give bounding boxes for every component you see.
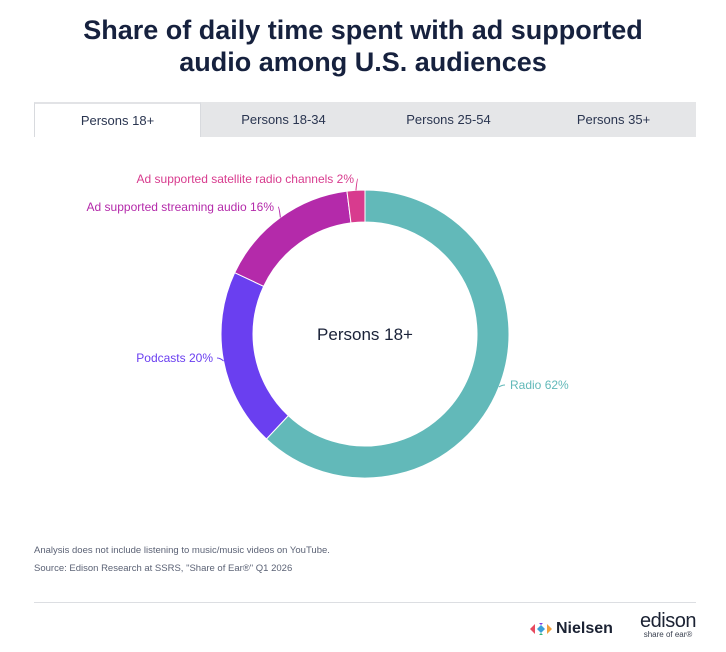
leader-line-streaming-audio <box>277 206 281 218</box>
leader-line-podcasts <box>216 357 224 362</box>
audience-tabs: Persons 18+ Persons 18-34 Persons 25-54 … <box>34 102 696 137</box>
chart-title-line-1: Share of daily time spent with ad suppor… <box>83 15 643 45</box>
edison-logo: edison share of ear® <box>637 610 699 639</box>
slice-label-satellite-radio: Ad supported satellite radio channels 2% <box>137 172 355 186</box>
tab-persons-18-34[interactable]: Persons 18-34 <box>241 112 326 127</box>
slice-podcasts[interactable] <box>220 272 290 440</box>
nielsen-logo: Nielsen <box>530 618 613 640</box>
leader-line-satellite-radio <box>355 178 359 191</box>
donut-center-label: Persons 18+ <box>317 325 413 344</box>
footnote-source: Source: Edison Research at SSRS, "Share … <box>34 563 293 574</box>
footer-divider <box>34 602 696 603</box>
slice-label-podcasts: Podcasts 20% <box>136 351 213 365</box>
nielsen-mark-icon <box>530 623 552 635</box>
slice-label-radio: Radio 62% <box>510 378 569 392</box>
tab-persons-35-plus[interactable]: Persons 35+ <box>576 112 651 127</box>
edison-wordmark: edison <box>640 610 696 632</box>
donut-chart: Radio 62% Podcasts 20% Ad supported stream… <box>87 172 569 479</box>
slice-radio[interactable] <box>265 189 510 479</box>
slice-satellite-radio[interactable] <box>346 189 366 224</box>
edison-tagline: share of ear® <box>643 630 693 639</box>
leader-line-radio <box>498 384 506 388</box>
nielsen-wordmark: Nielsen <box>556 620 613 637</box>
chart-title-line-2: audio among U.S. audiences <box>179 47 547 77</box>
tab-persons-18-plus[interactable]: Persons 18+ <box>34 102 201 137</box>
slice-label-streaming-audio: Ad supported streaming audio 16% <box>87 200 275 214</box>
tab-persons-25-54[interactable]: Persons 25-54 <box>406 112 491 127</box>
chart-title: Share of daily time spent with ad suppor… <box>0 14 726 78</box>
footnote-analysis: Analysis does not include listening to m… <box>34 545 330 556</box>
